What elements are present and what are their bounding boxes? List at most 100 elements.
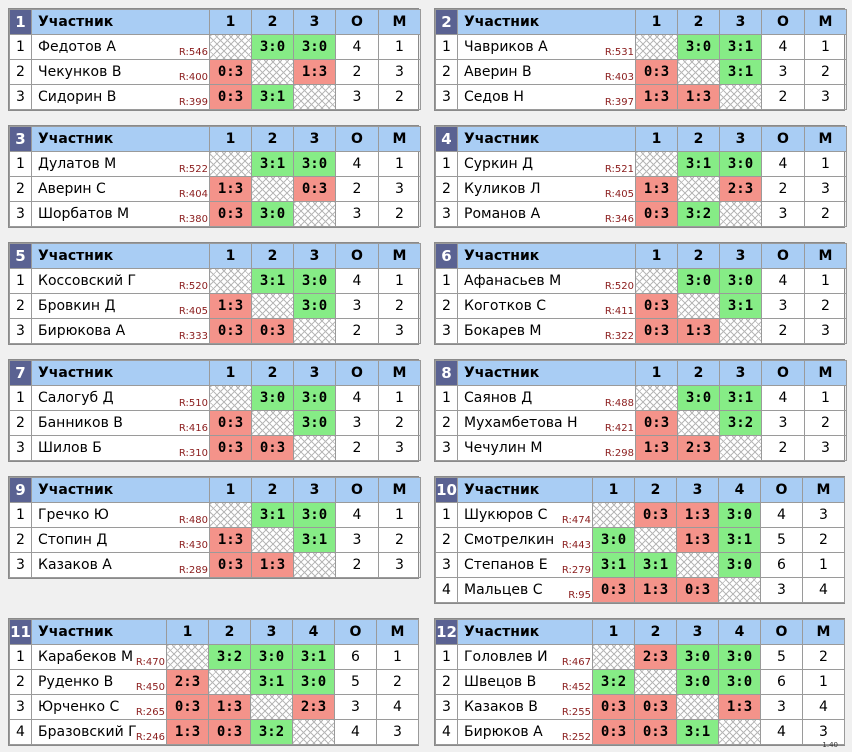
- match-score: 3:0: [293, 385, 336, 411]
- player-name: Седов Н: [464, 89, 524, 105]
- header-row: 10 Участник 1 2 3 4 О М: [435, 477, 845, 503]
- group-table-12: 12 Участник 1 2 3 4 О М 1 Головлев И R:467 2:3 3:0 3:…: [434, 618, 845, 746]
- match-score: 3:1: [634, 552, 677, 578]
- player-rating: R:403: [604, 72, 634, 83]
- player-name: Мухамбетова Н: [464, 415, 578, 431]
- table-row: 2 Аверин В R:403 0:3 3:1 3 2: [435, 59, 847, 85]
- match-score: 3:1: [592, 552, 635, 578]
- player-name: Шукюров С: [464, 507, 548, 523]
- table-row: 3 Шилов Б R:310 0:3 0:3 2 3: [9, 435, 421, 461]
- self-match-cell: [208, 669, 251, 695]
- opponent-column-header: 2: [677, 243, 720, 269]
- match-score: 3:1: [292, 644, 335, 670]
- table-row: 1 Гречко Ю R:480 3:1 3:0 4 1: [9, 502, 421, 528]
- player-place: 2: [802, 527, 845, 553]
- player-name: Бирюкова А: [38, 323, 126, 339]
- self-match-cell: [635, 151, 678, 177]
- player-cell: Казаков В R:255: [457, 694, 593, 720]
- match-score: 0:3: [293, 176, 336, 202]
- match-score: 0:3: [634, 694, 677, 720]
- player-name: Бирюков А: [464, 724, 543, 740]
- player-rating: R:421: [604, 423, 634, 434]
- opponent-column-header: 2: [251, 9, 294, 35]
- self-match-cell: [209, 385, 252, 411]
- player-points: 4: [334, 719, 377, 745]
- player-cell: Бирюков А R:252: [457, 719, 593, 745]
- player-name: Головлев И: [464, 649, 548, 665]
- player-cell: Банников В R:416: [31, 410, 210, 436]
- player-rating: R:279: [561, 565, 591, 576]
- version-label: 1.40: [822, 741, 838, 749]
- player-rating: R:488: [604, 398, 634, 409]
- table-row: 1 Коссовский Г R:520 3:1 3:0 4 1: [9, 268, 421, 294]
- opponent-column-header: 3: [293, 360, 336, 386]
- group-grid: 1 Участник 1 2 3 О М 1 Федотов А R:546 3:0 3:0 4 1 2 Че…: [9, 9, 421, 110]
- player-place: 4: [802, 577, 845, 603]
- group-grid: 5 Участник 1 2 3 О М 1 Коссовский Г R:520 3:1 3:0 4 1…: [9, 243, 421, 344]
- table-row: 2 Коготков С R:411 0:3 3:1 3 2: [435, 293, 847, 319]
- player-place: 2: [378, 84, 421, 110]
- header-row: 3 Участник 1 2 3 О М: [9, 126, 421, 152]
- table-row: 3 Чечулин М R:298 1:3 2:3 2 3: [435, 435, 847, 461]
- player-points: 2: [761, 176, 805, 202]
- table-row: 1 Шукюров С R:474 0:3 1:3 3:0 4 3: [435, 502, 845, 528]
- self-match-cell: [634, 527, 677, 553]
- opponent-column-header: 2: [251, 243, 294, 269]
- player-place: 1: [378, 502, 421, 528]
- self-match-cell: [166, 644, 209, 670]
- points-header: О: [335, 477, 379, 503]
- opponent-column-header: 1: [166, 619, 209, 645]
- opponent-column-header: 3: [676, 619, 719, 645]
- player-index: 1: [435, 268, 458, 294]
- self-match-cell: [293, 84, 336, 110]
- player-index: 1: [435, 34, 458, 60]
- player-name: Мальцев С: [464, 582, 543, 598]
- header-row: 1 Участник 1 2 3 О М: [9, 9, 421, 35]
- opponent-column-header: 3: [293, 243, 336, 269]
- match-score: 3:0: [251, 201, 294, 227]
- player-name: Банников В: [38, 415, 123, 431]
- player-rating: R:404: [178, 189, 208, 200]
- opponent-column-header: 3: [719, 126, 762, 152]
- group-number: 8: [435, 360, 458, 386]
- match-score: 0:3: [209, 435, 252, 461]
- match-score: 3:0: [250, 644, 293, 670]
- match-score: 3:0: [676, 669, 719, 695]
- opponent-column-header: 2: [677, 360, 720, 386]
- match-score: 2:3: [719, 176, 762, 202]
- player-name: Куликов Л: [464, 181, 541, 197]
- table-row: 3 Романов А R:346 0:3 3:2 3 2: [435, 201, 847, 227]
- player-cell: Бирюкова А R:333: [31, 318, 210, 344]
- player-index: 2: [435, 669, 458, 695]
- player-cell: Швецов В R:452: [457, 669, 593, 695]
- player-cell: Чекунков В R:400: [31, 59, 210, 85]
- match-score: 3:1: [293, 527, 336, 553]
- player-place: 1: [804, 34, 847, 60]
- match-score: 1:3: [209, 527, 252, 553]
- player-points: 3: [335, 293, 379, 319]
- table-row: 1 Федотов А R:546 3:0 3:0 4 1: [9, 34, 421, 60]
- header-row: 8 Участник 1 2 3 О М: [435, 360, 847, 386]
- group-number: 7: [9, 360, 32, 386]
- player-place: 2: [804, 410, 847, 436]
- player-cell: Суркин Д R:521: [457, 151, 636, 177]
- player-rating: R:416: [178, 423, 208, 434]
- header-row: 4 Участник 1 2 3 О М: [435, 126, 847, 152]
- player-index: 1: [9, 268, 32, 294]
- participant-header: Участник: [457, 243, 636, 269]
- self-match-cell: [635, 268, 678, 294]
- self-match-cell: [676, 694, 719, 720]
- table-row: 3 Шорбатов М R:380 0:3 3:0 3 2: [9, 201, 421, 227]
- player-points: 4: [335, 34, 379, 60]
- match-score: 3:0: [719, 268, 762, 294]
- player-name: Сидорин В: [38, 89, 117, 105]
- player-index: 3: [435, 435, 458, 461]
- player-cell: Юрченко С R:265: [31, 694, 167, 720]
- self-match-cell: [676, 552, 719, 578]
- player-place: 1: [376, 644, 419, 670]
- player-rating: R:405: [178, 306, 208, 317]
- group-table-5: 5 Участник 1 2 3 О М 1 Коссовский Г R:520 3:1 3:0 4 1…: [8, 242, 421, 345]
- player-name: Шорбатов М: [38, 206, 130, 222]
- match-score: 3:2: [208, 644, 251, 670]
- group-grid: 8 Участник 1 2 3 О М 1 Саянов Д R:488 3:0 3:1 4 1 2 Мух…: [435, 360, 847, 461]
